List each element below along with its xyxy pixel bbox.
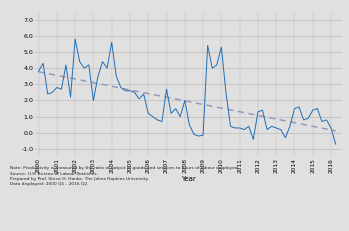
Text: Note: Productivity is measured by the ratio of output of goods and services to h: Note: Productivity is measured by the ra… bbox=[10, 166, 240, 186]
X-axis label: Year: Year bbox=[181, 176, 196, 182]
